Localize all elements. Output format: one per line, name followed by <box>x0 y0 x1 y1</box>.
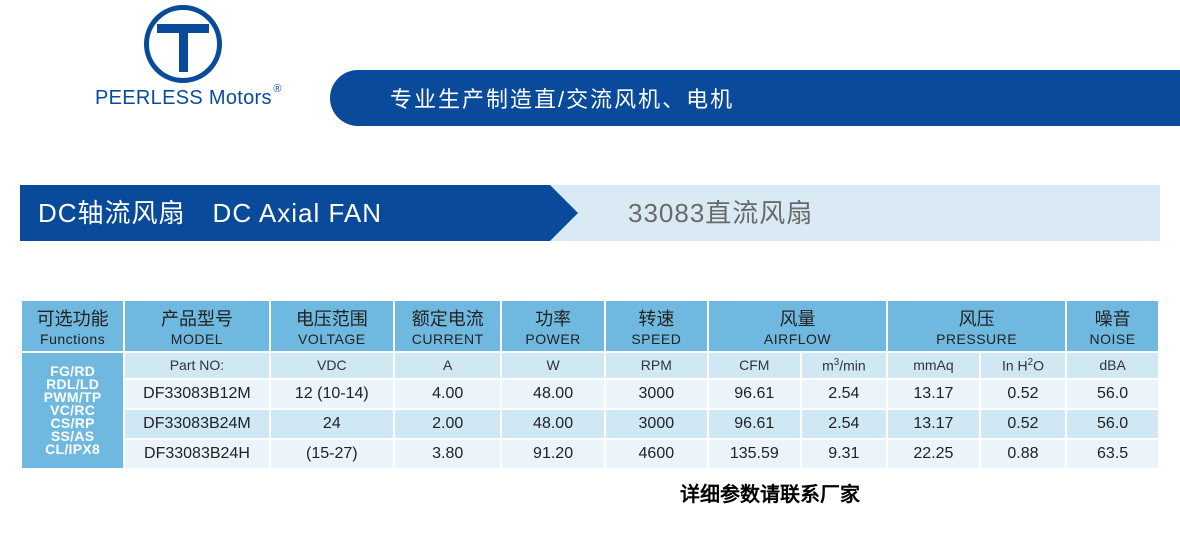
hdr-functions: 可选功能Functions <box>21 300 124 352</box>
cell-pressure-a: 13.17 <box>887 409 980 439</box>
table-header-row: 可选功能Functions 产品型号MODEL 电压范围VOLTAGE 额定电流… <box>21 300 1159 352</box>
unit-model: Part NO: <box>124 352 269 379</box>
brand-name: PEERLESS Motors® <box>95 87 272 110</box>
cell-airflow-a: 96.61 <box>708 379 801 409</box>
cell-model: DF33083B12M <box>124 379 269 409</box>
cell-model: DF33083B24M <box>124 409 269 439</box>
cell-current: 3.80 <box>394 439 501 469</box>
cell-current: 2.00 <box>394 409 501 439</box>
hdr-model: 产品型号MODEL <box>124 300 269 352</box>
cell-power: 91.20 <box>501 439 604 469</box>
unit-airflow-a: CFM <box>708 352 801 379</box>
unit-airflow-b: m3/min <box>801 352 887 379</box>
header: PEERLESS Motors® 专业生产制造直/交流风机、电机 <box>0 0 1180 150</box>
logo-mark <box>144 5 222 83</box>
table-row: DF33083B12M 12 (10-14) 4.00 48.00 3000 9… <box>21 379 1159 409</box>
cell-airflow-b: 2.54 <box>801 409 887 439</box>
tagline-text: 专业生产制造直/交流风机、电机 <box>330 70 1180 126</box>
spec-table: 可选功能Functions 产品型号MODEL 电压范围VOLTAGE 额定电流… <box>20 299 1160 470</box>
unit-noise: dBA <box>1066 352 1159 379</box>
hdr-pressure: 风压PRESSURE <box>887 300 1066 352</box>
title-bar: 33083直流风扇 DC轴流风扇 DC Axial FAN <box>20 185 1160 241</box>
cell-airflow-b: 2.54 <box>801 379 887 409</box>
unit-speed: RPM <box>605 352 708 379</box>
cell-pressure-b: 0.52 <box>980 409 1066 439</box>
hdr-airflow: 风量AIRFLOW <box>708 300 887 352</box>
unit-current: A <box>394 352 501 379</box>
cell-current: 4.00 <box>394 379 501 409</box>
cell-power: 48.00 <box>501 379 604 409</box>
unit-voltage: VDC <box>270 352 394 379</box>
cell-noise: 56.0 <box>1066 379 1159 409</box>
cell-voltage: 24 <box>270 409 394 439</box>
table-row: DF33083B24M 24 2.00 48.00 3000 96.61 2.5… <box>21 409 1159 439</box>
cell-power: 48.00 <box>501 409 604 439</box>
cell-voltage: 12 (10-14) <box>270 379 394 409</box>
hdr-voltage: 电压范围VOLTAGE <box>270 300 394 352</box>
unit-power: W <box>501 352 604 379</box>
cell-airflow-a: 135.59 <box>708 439 801 469</box>
unit-pressure-a: mmAq <box>887 352 980 379</box>
cell-model: DF33083B24H <box>124 439 269 469</box>
cell-voltage: (15-27) <box>270 439 394 469</box>
unit-pressure-b: In H2O <box>980 352 1066 379</box>
brand-logo: PEERLESS Motors® <box>95 5 272 110</box>
tagline-bar: 专业生产制造直/交流风机、电机 <box>330 70 1180 126</box>
cell-pressure-b: 0.52 <box>980 379 1066 409</box>
footnote: 详细参数请联系厂家 <box>0 478 1180 507</box>
cell-speed: 3000 <box>605 379 708 409</box>
table-unit-row: FG/RD RDL/LD PWM/TP VC/RC CS/RP SS/AS CL… <box>21 352 1159 379</box>
hdr-power: 功率POWER <box>501 300 604 352</box>
hdr-speed: 转速SPEED <box>605 300 708 352</box>
cell-noise: 56.0 <box>1066 409 1159 439</box>
functions-cell: FG/RD RDL/LD PWM/TP VC/RC CS/RP SS/AS CL… <box>21 352 124 469</box>
cell-pressure-a: 22.25 <box>887 439 980 469</box>
hdr-current: 额定电流CURRENT <box>394 300 501 352</box>
cell-pressure-b: 0.88 <box>980 439 1066 469</box>
cell-speed: 3000 <box>605 409 708 439</box>
cell-noise: 63.5 <box>1066 439 1159 469</box>
cell-airflow-a: 96.61 <box>708 409 801 439</box>
cell-speed: 4600 <box>605 439 708 469</box>
chevron-icon <box>550 185 578 241</box>
title-right: 33083直流风扇 <box>550 185 1160 241</box>
hdr-noise: 噪音NOISE <box>1066 300 1159 352</box>
cell-airflow-b: 9.31 <box>801 439 887 469</box>
table-row: DF33083B24H (15-27) 3.80 91.20 4600 135.… <box>21 439 1159 469</box>
cell-pressure-a: 13.17 <box>887 379 980 409</box>
title-left: DC轴流风扇 DC Axial FAN <box>20 185 550 241</box>
